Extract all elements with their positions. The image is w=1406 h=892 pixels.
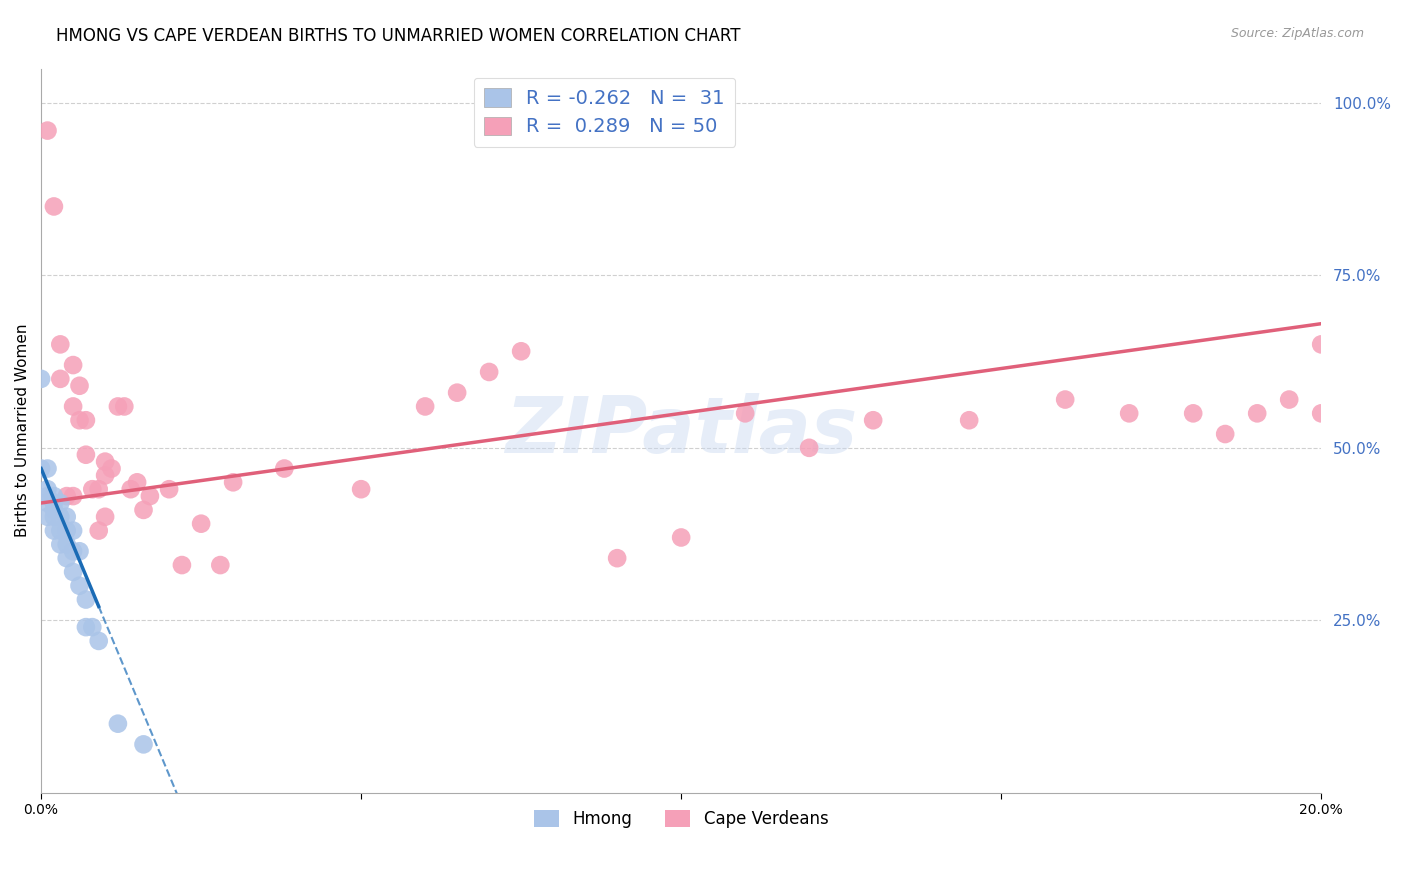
Point [37, 482, 59, 496]
Point [37, 509, 59, 524]
Point [30, 461, 52, 475]
Point [55, 509, 77, 524]
Point [139, 489, 162, 503]
Point [69, 579, 91, 593]
Point [273, 461, 295, 475]
Point [42, 524, 65, 538]
Point [1054, 392, 1077, 407]
Point [1246, 406, 1268, 420]
Point [669, 531, 692, 545]
Point [55, 551, 77, 566]
Point [1278, 392, 1301, 407]
Point [1310, 337, 1333, 351]
Point [55, 537, 77, 551]
Point [112, 400, 135, 414]
Point [157, 482, 180, 496]
Point [42, 489, 65, 503]
Point [75, 592, 97, 607]
Point [478, 365, 501, 379]
Point [107, 400, 129, 414]
Point [1310, 406, 1333, 420]
Point [87, 634, 110, 648]
Point [957, 413, 980, 427]
Point [37, 489, 59, 503]
Point [37, 496, 59, 510]
Point [1182, 406, 1205, 420]
Text: Source: ZipAtlas.com: Source: ZipAtlas.com [1230, 27, 1364, 40]
Point [49, 337, 72, 351]
Point [222, 475, 245, 490]
Point [69, 378, 91, 392]
Point [49, 372, 72, 386]
Point [75, 448, 97, 462]
Point [55, 489, 77, 503]
Point [413, 400, 436, 414]
Point [862, 413, 884, 427]
Point [209, 558, 232, 572]
Point [82, 482, 104, 496]
Point [107, 716, 129, 731]
Point [120, 482, 142, 496]
Point [510, 344, 533, 359]
Point [1213, 427, 1236, 442]
Point [62, 489, 84, 503]
Point [94, 455, 117, 469]
Point [170, 558, 193, 572]
Y-axis label: Births to Unmarried Women: Births to Unmarried Women [15, 324, 30, 537]
Point [446, 385, 468, 400]
Point [37, 123, 59, 137]
Legend: Hmong, Cape Verdeans: Hmong, Cape Verdeans [527, 804, 835, 835]
Point [132, 738, 155, 752]
Text: HMONG VS CAPE VERDEAN BIRTHS TO UNMARRIED WOMEN CORRELATION CHART: HMONG VS CAPE VERDEAN BIRTHS TO UNMARRIE… [56, 27, 741, 45]
Point [49, 524, 72, 538]
Point [190, 516, 212, 531]
Point [30, 372, 52, 386]
Point [82, 620, 104, 634]
Point [49, 537, 72, 551]
Point [75, 413, 97, 427]
Point [606, 551, 628, 566]
Point [62, 358, 84, 372]
Point [87, 524, 110, 538]
Point [69, 544, 91, 558]
Point [55, 524, 77, 538]
Point [132, 503, 155, 517]
Point [42, 496, 65, 510]
Point [69, 413, 91, 427]
Point [49, 496, 72, 510]
Point [100, 461, 122, 475]
Point [734, 406, 756, 420]
Point [49, 509, 72, 524]
Point [37, 461, 59, 475]
Point [62, 524, 84, 538]
Point [75, 620, 97, 634]
Point [62, 565, 84, 579]
Point [799, 441, 821, 455]
Point [42, 509, 65, 524]
Point [1118, 406, 1140, 420]
Point [127, 475, 149, 490]
Text: ZIPatlas: ZIPatlas [505, 392, 858, 468]
Point [42, 199, 65, 213]
Point [62, 400, 84, 414]
Point [42, 503, 65, 517]
Point [94, 509, 117, 524]
Point [94, 468, 117, 483]
Point [350, 482, 373, 496]
Point [87, 482, 110, 496]
Point [62, 544, 84, 558]
